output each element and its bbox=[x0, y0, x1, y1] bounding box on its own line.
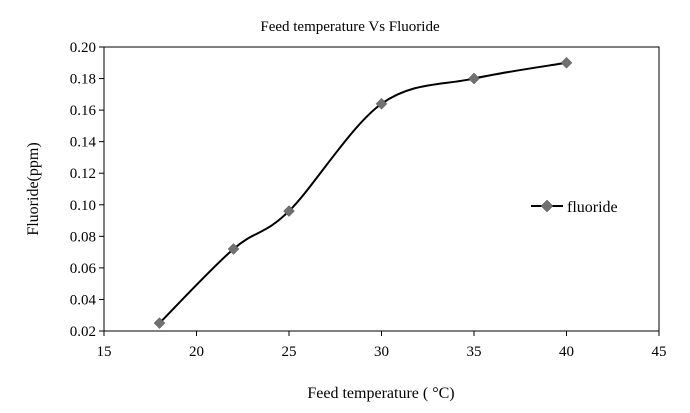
y-tick-label: 0.08 bbox=[70, 229, 96, 245]
x-tick-label: 45 bbox=[652, 344, 667, 360]
data-point-marker bbox=[375, 97, 388, 110]
data-point-marker bbox=[560, 56, 573, 69]
y-tick-label: 0.12 bbox=[70, 166, 96, 182]
x-tick-label: 40 bbox=[559, 344, 574, 360]
x-tick-label: 25 bbox=[282, 344, 297, 360]
y-axis-label: Fluoride(ppm) bbox=[25, 142, 42, 235]
chart-title: Feed temperature Vs Fluoride bbox=[260, 19, 440, 35]
y-tick-label: 0.14 bbox=[70, 135, 97, 151]
y-tick-label: 0.18 bbox=[70, 72, 96, 88]
data-point-marker bbox=[468, 72, 480, 85]
legend-label: fluoride bbox=[567, 199, 618, 216]
legend-diamond-icon bbox=[540, 199, 554, 213]
data-point-marker bbox=[227, 243, 240, 255]
data-point-marker bbox=[283, 205, 295, 217]
x-tick-label: 20 bbox=[189, 344, 204, 360]
series-markers bbox=[153, 56, 573, 329]
y-tick-label: 0.10 bbox=[70, 198, 96, 214]
y-tick-label: 0.02 bbox=[70, 324, 96, 340]
y-tick-label: 0.06 bbox=[70, 261, 97, 277]
legend: fluoride bbox=[531, 199, 618, 216]
plot-frame bbox=[103, 46, 660, 332]
x-axis-ticks: 15 20 25 30 35 40 45 bbox=[97, 331, 667, 360]
x-tick-label: 35 bbox=[467, 344, 482, 360]
series-line-fluoride bbox=[158, 61, 567, 324]
x-axis-label: Feed temperature ( °C) bbox=[307, 385, 454, 402]
y-tick-label: 0.04 bbox=[70, 292, 97, 308]
y-tick-label: 0.20 bbox=[70, 40, 96, 56]
x-tick-label: 30 bbox=[374, 344, 389, 360]
y-axis-ticks: 0.02 0.04 0.06 0.08 0.10 0.12 0.14 0.16 0.18 0.20 bbox=[70, 40, 104, 340]
x-tick-label: 15 bbox=[97, 344, 112, 360]
y-tick-label: 0.16 bbox=[70, 103, 97, 119]
data-point-marker bbox=[153, 317, 166, 329]
